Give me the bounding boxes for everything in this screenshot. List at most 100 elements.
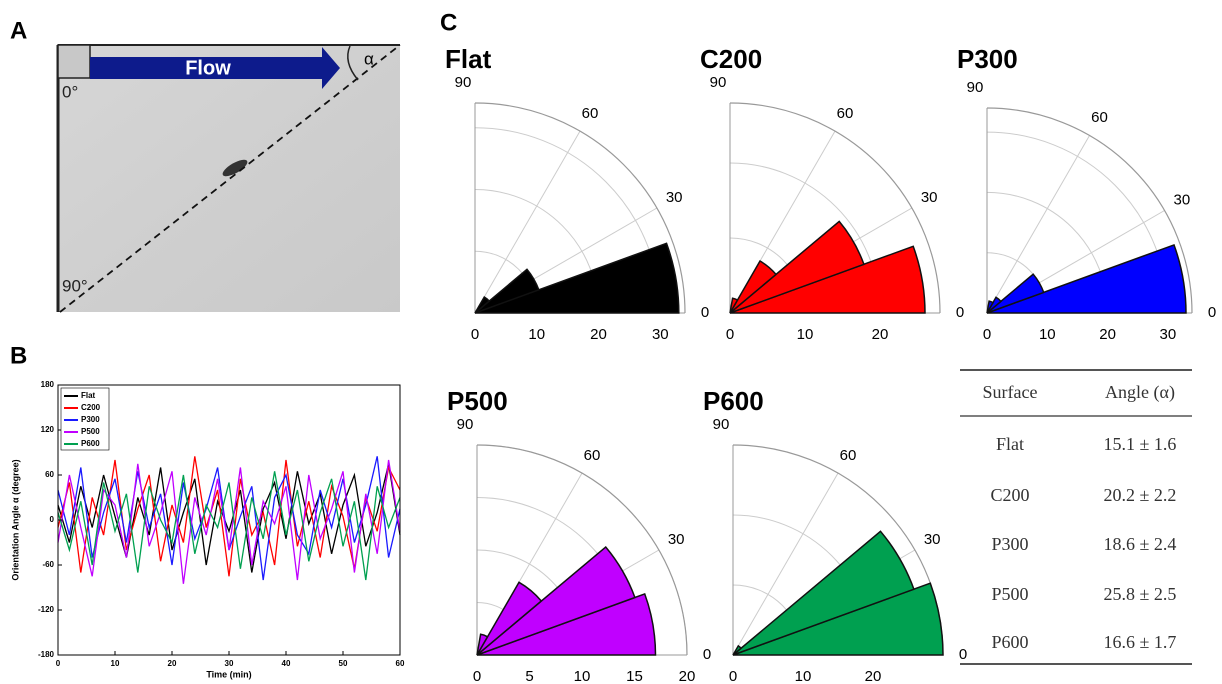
rose-wedge bbox=[732, 530, 915, 656]
x-tick-label: 20 bbox=[168, 659, 177, 668]
outer-arc bbox=[986, 107, 1193, 314]
rose-wedge bbox=[729, 220, 865, 314]
theta-tick-label: 30 bbox=[666, 189, 683, 206]
table-cell: 16.6 ± 1.7 bbox=[1104, 632, 1177, 652]
rose-wedge bbox=[729, 259, 778, 314]
rose-wedge bbox=[986, 300, 995, 314]
theta-tick-label: 90 bbox=[710, 74, 727, 91]
outer-arc bbox=[474, 102, 686, 314]
x-tick-label: 40 bbox=[282, 659, 291, 668]
r-tick-label: 15 bbox=[626, 668, 643, 684]
r-tick-label: 0 bbox=[471, 326, 479, 343]
rose-wedge bbox=[986, 243, 1187, 314]
table-header: Angle (α) bbox=[1105, 382, 1175, 403]
rose-wedge bbox=[476, 581, 543, 656]
r-tick-label: 10 bbox=[574, 668, 591, 684]
rose-wedge bbox=[474, 268, 540, 314]
legend-label: P600 bbox=[81, 439, 100, 448]
legend-label: P500 bbox=[81, 427, 100, 436]
theta-tick-label: 30 bbox=[924, 531, 941, 548]
rose-wedge bbox=[729, 245, 926, 314]
theta-tick-label: 60 bbox=[582, 105, 599, 122]
r-tick-label: 30 bbox=[652, 326, 669, 343]
table-cell: 18.6 ± 2.4 bbox=[1104, 534, 1177, 554]
angle-arc bbox=[347, 45, 359, 81]
chart-title: C200 bbox=[700, 44, 762, 74]
table-cell: Flat bbox=[996, 434, 1024, 454]
table-cell: 20.2 ± 2.2 bbox=[1104, 485, 1177, 505]
legend-label: Flat bbox=[81, 391, 96, 400]
table-cell: 25.8 ± 2.5 bbox=[1104, 584, 1177, 604]
rose-wedge bbox=[474, 242, 680, 314]
y-tick-label: -180 bbox=[38, 650, 55, 659]
theta-tick-label: 90 bbox=[457, 416, 474, 433]
flow-arrow bbox=[90, 47, 340, 89]
legend-label: P300 bbox=[81, 415, 100, 424]
rose-wedge bbox=[476, 545, 636, 656]
r-tick-label: 20 bbox=[590, 326, 607, 343]
orientation-line bbox=[59, 44, 401, 313]
cell bbox=[222, 159, 248, 177]
theta-tick-label: 60 bbox=[837, 105, 854, 122]
rose-wedge bbox=[729, 297, 739, 314]
theta-tick-label: 0 bbox=[956, 304, 964, 321]
series-line bbox=[57, 463, 401, 573]
x-tick-label: 30 bbox=[225, 659, 234, 668]
r-tick-label: 0 bbox=[729, 668, 737, 684]
table-cell: P500 bbox=[991, 584, 1028, 604]
r-tick-label: 0 bbox=[983, 326, 991, 343]
table-cell: P600 bbox=[991, 632, 1028, 652]
y-tick-label: -60 bbox=[42, 560, 54, 569]
y-tick-label: 180 bbox=[41, 380, 55, 389]
r-tick-label: 10 bbox=[795, 668, 812, 684]
y-tick-label: -120 bbox=[38, 605, 55, 614]
r-tick-label: 0 bbox=[726, 326, 734, 343]
panel-label: A bbox=[10, 17, 27, 44]
theta-tick-label: 60 bbox=[1091, 109, 1108, 126]
y-axis-label: Orientation Angle α (degree) bbox=[10, 459, 20, 580]
rose-wedge bbox=[986, 273, 1045, 314]
micrograph bbox=[58, 45, 400, 312]
angle-symbol: α bbox=[364, 49, 374, 68]
x-tick-label: 0 bbox=[56, 659, 61, 668]
grid-spoke bbox=[986, 135, 1090, 314]
r-tick-label: 10 bbox=[1039, 326, 1056, 343]
series-line bbox=[57, 456, 401, 577]
theta-tick-label: 90 bbox=[967, 79, 984, 96]
theta-tick-label: 60 bbox=[840, 447, 857, 464]
r-tick-label: 20 bbox=[872, 326, 889, 343]
grid-spoke bbox=[732, 472, 839, 656]
y-tick-label: 60 bbox=[45, 470, 54, 479]
chart-title: P600 bbox=[703, 386, 764, 416]
outer-arc bbox=[476, 444, 688, 656]
x-tick-label: 50 bbox=[339, 659, 348, 668]
angle-ninety: 90° bbox=[62, 276, 88, 295]
theta-tick-label: 90 bbox=[713, 416, 730, 433]
r-tick-label: 20 bbox=[1099, 326, 1116, 343]
flow-label: Flow bbox=[185, 57, 231, 79]
x-tick-label: 10 bbox=[111, 659, 120, 668]
x-axis-label: Time (min) bbox=[206, 669, 251, 679]
chart-title: P300 bbox=[957, 44, 1018, 74]
table-header: Surface bbox=[983, 382, 1038, 402]
rose-wedge bbox=[476, 633, 489, 656]
reference-box bbox=[57, 44, 91, 79]
theta-tick-label: 0 bbox=[703, 646, 711, 663]
chart-title: Flat bbox=[445, 44, 492, 74]
series-line bbox=[57, 471, 401, 581]
r-tick-label: 0 bbox=[473, 668, 481, 684]
rose-wedge bbox=[732, 582, 944, 656]
series-line bbox=[57, 459, 401, 584]
rose-wedge bbox=[986, 296, 1002, 314]
table-cell: P300 bbox=[991, 534, 1028, 554]
y-tick-label: 120 bbox=[41, 425, 55, 434]
x-tick-label: 60 bbox=[396, 659, 405, 668]
panel-label: C bbox=[440, 9, 457, 36]
rose-wedge bbox=[476, 592, 657, 656]
angle-zero: 0° bbox=[62, 82, 78, 101]
theta-tick-label: 30 bbox=[1174, 191, 1191, 208]
r-tick-label: 10 bbox=[528, 326, 545, 343]
theta-tick-label: 90 bbox=[455, 74, 472, 91]
theta-tick-label: 60 bbox=[584, 447, 601, 464]
